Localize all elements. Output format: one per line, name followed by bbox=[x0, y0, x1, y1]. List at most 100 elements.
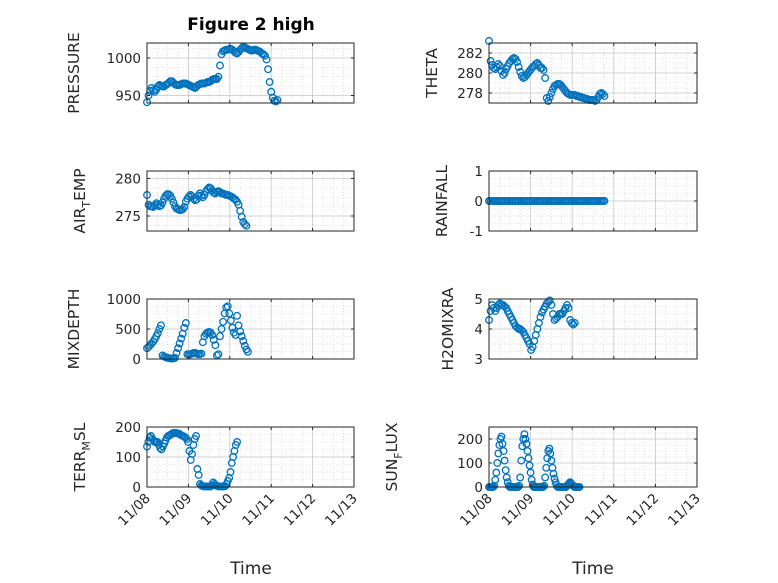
ytick-label: 280 bbox=[115, 172, 141, 188]
yticks-mixdepth: 0 500 1000 bbox=[107, 292, 355, 368]
ytick-label: 100 bbox=[115, 450, 141, 466]
ytick-label: 950 bbox=[115, 89, 141, 105]
data-point bbox=[197, 191, 206, 200]
data-point bbox=[570, 319, 579, 327]
axes-box-sun-flux bbox=[488, 426, 698, 488]
panel-rainfall: -1 0 1 RAINFALL bbox=[433, 164, 698, 240]
ytick-label: 280 bbox=[457, 66, 483, 82]
xtick-label: 11/10 bbox=[540, 491, 579, 530]
data-point bbox=[180, 323, 189, 332]
data-point bbox=[237, 212, 246, 221]
ytick-label: 275 bbox=[115, 209, 141, 225]
data-point bbox=[595, 90, 604, 98]
ytick-label: 4 bbox=[474, 322, 483, 338]
xtick-label: 11/09 bbox=[156, 491, 195, 530]
marks-rainfall bbox=[485, 197, 609, 205]
xtick-label: 11/12 bbox=[623, 491, 662, 530]
data-point bbox=[216, 332, 224, 341]
data-point bbox=[157, 321, 165, 330]
data-point bbox=[500, 69, 509, 77]
data-point bbox=[493, 459, 502, 467]
marks-terr-msl bbox=[143, 429, 242, 491]
ytick-label: 0 bbox=[474, 480, 483, 496]
data-point bbox=[501, 466, 510, 475]
data-point bbox=[240, 220, 249, 229]
data-point bbox=[516, 473, 525, 482]
data-point bbox=[155, 325, 164, 333]
data-point bbox=[486, 57, 495, 65]
data-point bbox=[158, 198, 167, 207]
data-point bbox=[144, 91, 153, 100]
ytick-label: 282 bbox=[457, 46, 483, 62]
data-point bbox=[498, 439, 507, 448]
data-point bbox=[516, 68, 525, 76]
ytick-label: 278 bbox=[457, 86, 483, 102]
xtick-label: 11/13 bbox=[665, 491, 704, 530]
data-point bbox=[208, 331, 217, 339]
ylabel-air-temp: AIRTEMP bbox=[71, 168, 93, 233]
figure-title: Figure 2 high bbox=[187, 15, 315, 35]
data-point bbox=[225, 309, 234, 318]
xtick-label: 11/09 bbox=[499, 491, 538, 530]
data-point bbox=[184, 192, 193, 201]
data-point bbox=[149, 86, 158, 95]
data-point bbox=[240, 341, 249, 350]
data-point bbox=[540, 481, 549, 490]
data-point bbox=[513, 58, 522, 66]
data-point bbox=[167, 194, 176, 203]
axes-box-air-temp bbox=[146, 170, 355, 232]
data-point bbox=[265, 78, 274, 86]
xlabel-terr-msl: Time bbox=[229, 559, 272, 579]
panel-theta: 278 280 282 THETA bbox=[423, 37, 698, 105]
data-point bbox=[492, 468, 501, 477]
data-point bbox=[171, 353, 179, 362]
data-point bbox=[600, 197, 609, 205]
yticks-pressure: 950 1000 bbox=[107, 43, 355, 105]
marks-air-temp bbox=[143, 183, 251, 230]
panel-sun-flux: 0 100 200 11/08 11/09 11/10 11/11 11/12 11/13 S… bbox=[383, 422, 704, 579]
data-point bbox=[502, 473, 511, 482]
data-point bbox=[236, 327, 245, 336]
data-point bbox=[541, 74, 550, 82]
data-point bbox=[172, 349, 181, 357]
data-point bbox=[200, 191, 209, 199]
data-point bbox=[525, 461, 534, 470]
data-point bbox=[211, 341, 220, 350]
ylabel-mixdepth: MIXDEPTH bbox=[65, 289, 83, 370]
ylabel-sun-flux: SUNFLUX bbox=[383, 422, 405, 491]
xtick-label: 11/13 bbox=[322, 491, 361, 530]
data-point bbox=[522, 439, 531, 448]
yticks-terr-msl: 0 100 200 bbox=[115, 420, 355, 496]
yticks-sun-flux: 0 100 200 bbox=[457, 427, 698, 496]
ytick-label: 0 bbox=[132, 480, 141, 496]
yticks-rainfall: -1 0 1 bbox=[470, 164, 698, 240]
axes-box-pressure bbox=[146, 42, 355, 104]
data-point bbox=[214, 72, 223, 81]
data-point bbox=[527, 475, 536, 484]
ytick-label: 1000 bbox=[107, 292, 141, 308]
marks-pressure bbox=[143, 42, 282, 107]
data-point bbox=[181, 319, 190, 327]
xtick-label: 11/11 bbox=[239, 491, 278, 530]
data-point bbox=[545, 296, 554, 305]
data-point bbox=[494, 60, 503, 68]
marks-sun-flux bbox=[485, 430, 584, 491]
data-point bbox=[541, 473, 550, 482]
data-point bbox=[538, 64, 546, 72]
xtick-label: 11/08 bbox=[115, 491, 154, 530]
xlabel-sun-flux: Time bbox=[571, 559, 614, 579]
data-point bbox=[197, 349, 206, 358]
data-point bbox=[518, 442, 527, 451]
yticks-theta: 278 280 282 bbox=[457, 43, 698, 103]
data-point bbox=[242, 221, 251, 230]
data-point bbox=[517, 456, 526, 465]
data-point bbox=[219, 317, 228, 326]
data-point bbox=[549, 469, 558, 478]
data-point bbox=[567, 319, 576, 327]
data-point bbox=[209, 335, 218, 344]
panel-h2omixra: 3 4 5 H2OMIXRA bbox=[439, 287, 698, 371]
ytick-label: 0 bbox=[132, 352, 141, 368]
marks-theta bbox=[485, 37, 609, 105]
data-point bbox=[203, 185, 212, 193]
yticks-h2omixra: 3 4 5 bbox=[474, 292, 698, 368]
